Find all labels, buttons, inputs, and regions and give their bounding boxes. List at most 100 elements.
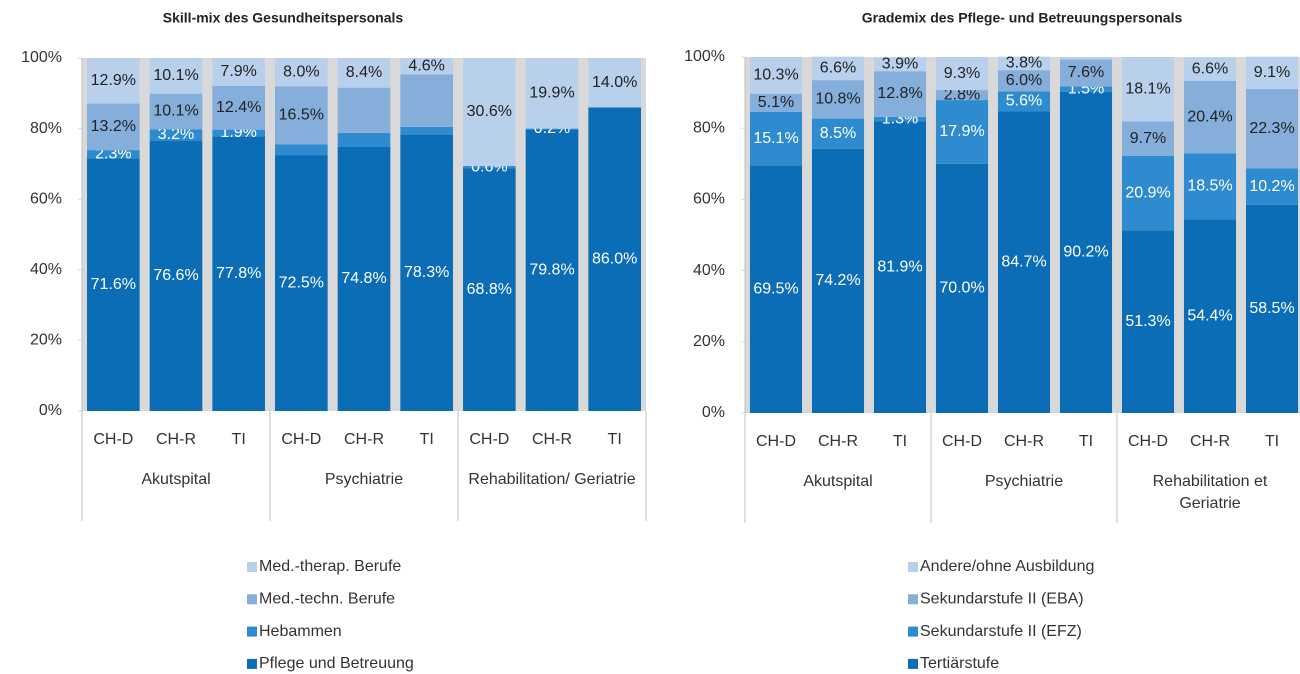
bar-segment xyxy=(997,70,1051,92)
bar-segment xyxy=(1245,89,1299,169)
bar-segment xyxy=(1121,57,1175,122)
legend-swatch xyxy=(247,626,257,637)
x-tick-label: CH-D xyxy=(469,431,509,448)
data-label: 7.6% xyxy=(1068,64,1104,81)
bar-segment xyxy=(749,111,803,166)
x-tick-label: TI xyxy=(608,431,622,448)
data-label: 10.8% xyxy=(815,91,860,108)
y-tick-label: 20% xyxy=(30,332,62,349)
bar-segment xyxy=(811,80,865,119)
legend-label: Sekundarstufe II (EBA) xyxy=(920,591,1084,608)
bar-segment xyxy=(463,58,516,167)
bar-segment xyxy=(149,140,203,412)
data-label: 74.8% xyxy=(341,270,386,287)
data-label: 6.6% xyxy=(820,60,856,77)
data-label: 4.6% xyxy=(408,57,444,74)
y-tick-label: 60% xyxy=(693,191,725,208)
data-label: 81.9% xyxy=(877,258,922,275)
data-label: 13.2% xyxy=(91,118,136,135)
bar-segment xyxy=(811,148,865,413)
bar-segment xyxy=(400,58,453,75)
x-tick-label: CH-R xyxy=(818,433,858,450)
legend-label: Med.-therap. Berufe xyxy=(259,558,401,575)
bar-segment xyxy=(1245,56,1299,90)
bar-segment xyxy=(337,132,391,147)
bar-segment xyxy=(749,165,803,413)
bar-segment xyxy=(525,58,579,129)
y-tick-label: 40% xyxy=(30,261,62,278)
legend-label: Tertiärstufe xyxy=(920,655,999,672)
data-label: 78.3% xyxy=(404,264,449,281)
data-label: 16.5% xyxy=(279,107,324,124)
bar-segment xyxy=(997,56,1051,71)
bar-segment xyxy=(749,57,803,94)
bar-segment xyxy=(149,58,203,94)
bar-segment xyxy=(400,134,453,411)
x-tick-label: CH-R xyxy=(344,431,384,448)
legend-label: Andere/ohne Ausbildung xyxy=(920,558,1094,575)
data-label: 18.5% xyxy=(1187,178,1232,195)
data-label: 12.8% xyxy=(877,85,922,102)
legend-label: Pflege und Betreuung xyxy=(259,655,414,672)
y-tick-label: 80% xyxy=(30,120,62,137)
legend-swatch xyxy=(908,658,918,669)
bar-segment xyxy=(1059,91,1113,413)
bar-segment xyxy=(749,93,803,112)
bar-segment xyxy=(1059,59,1113,87)
bar-segment xyxy=(463,166,516,169)
bar-segment xyxy=(87,103,140,151)
bar-segment xyxy=(337,146,391,411)
data-label: 5.6% xyxy=(1006,93,1042,110)
data-label: 86.0% xyxy=(592,250,637,267)
y-tick-label: 0% xyxy=(39,402,62,419)
data-label: 17.9% xyxy=(939,123,984,140)
bar-segment xyxy=(275,86,328,145)
bar-segment xyxy=(873,57,927,72)
data-label: 9.1% xyxy=(1254,64,1290,81)
bar-segment xyxy=(588,107,641,412)
chart-title: Skill-mix des Gesundheitspersonals xyxy=(163,10,404,26)
x-tick-label: CH-R xyxy=(532,431,572,448)
bar-segment xyxy=(463,168,516,411)
bar-segment xyxy=(149,93,203,130)
bar-segment xyxy=(1059,57,1113,60)
bar-segment xyxy=(149,129,203,141)
legend-swatch xyxy=(247,594,257,605)
data-label: 3.8% xyxy=(1006,55,1042,72)
y-tick-label: 60% xyxy=(30,190,62,207)
bar-segment xyxy=(873,71,927,117)
bar-segment xyxy=(588,58,641,108)
data-label: 22.3% xyxy=(1249,120,1294,137)
data-label: 10.3% xyxy=(753,67,798,84)
data-label: 72.5% xyxy=(279,274,324,291)
bar-segment xyxy=(212,85,265,130)
data-label: 74.2% xyxy=(815,272,860,289)
bar-segment xyxy=(935,100,989,164)
y-tick-label: 20% xyxy=(693,333,725,350)
data-label: 10.2% xyxy=(1249,178,1294,195)
bar-segment xyxy=(935,163,989,413)
x-tick-label: CH-R xyxy=(156,431,196,448)
data-label: 54.4% xyxy=(1187,307,1232,324)
legend-swatch xyxy=(908,626,918,637)
data-label: 10.1% xyxy=(153,67,198,84)
data-label: 14.0% xyxy=(592,74,637,91)
data-label: 6.6% xyxy=(1192,60,1228,77)
data-label: 8.5% xyxy=(820,125,856,142)
x-tick-label: TI xyxy=(1265,433,1279,450)
data-label: 12.9% xyxy=(91,72,136,89)
data-label: 90.2% xyxy=(1063,244,1108,261)
data-label: 77.8% xyxy=(216,265,261,282)
x-tick-label: TI xyxy=(420,431,434,448)
legend-swatch xyxy=(908,562,918,572)
y-tick-label: 100% xyxy=(21,49,62,66)
y-tick-label: 40% xyxy=(693,262,725,279)
data-label: 51.3% xyxy=(1125,313,1170,330)
bar-segment xyxy=(525,128,579,130)
x-tick-label: CH-D xyxy=(93,431,133,448)
bar-segment xyxy=(275,144,328,156)
bar-segment xyxy=(1183,57,1237,81)
group-label: Psychiatrie xyxy=(985,473,1063,490)
x-tick-label: CH-D xyxy=(1128,433,1168,450)
